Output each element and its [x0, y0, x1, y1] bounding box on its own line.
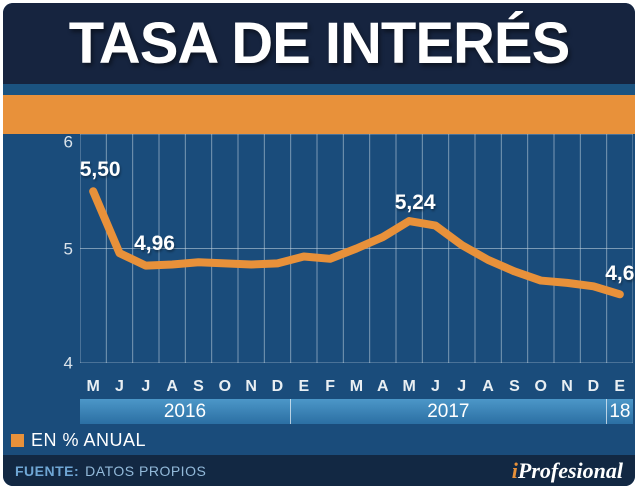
- y-tick-label: 6: [63, 132, 73, 152]
- source-value: DATOS PROPIOS: [85, 462, 207, 479]
- year-band: 2016 2017 18: [80, 399, 633, 424]
- month-label: O: [534, 378, 547, 395]
- month-label: M: [402, 378, 416, 395]
- year-band-segment: 18: [609, 401, 631, 422]
- brand-logo-rest: Profesional: [517, 457, 623, 483]
- footer: FUENTE: DATOS PROPIOS iProfesional: [3, 455, 635, 486]
- month-label: A: [166, 378, 178, 395]
- month-label: N: [245, 378, 257, 395]
- month-label: E: [298, 378, 310, 395]
- plot: [79, 133, 634, 364]
- source-label: FUENTE:: [15, 462, 80, 479]
- page-title: TASA DE INTERÉS: [68, 11, 571, 76]
- year-band-segment: 2016: [80, 399, 291, 424]
- year-band-segment: 2017: [291, 399, 607, 424]
- legend-swatch-icon: [11, 433, 24, 447]
- source-note: FUENTE: DATOS PROPIOS: [15, 463, 206, 479]
- y-axis-labels: 6 5 4: [39, 132, 73, 372]
- month-label: A: [482, 378, 494, 395]
- value-annotation: 4,6: [605, 262, 635, 286]
- month-label: A: [376, 378, 389, 395]
- month-label: F: [325, 378, 335, 395]
- value-annotation: 4,96: [134, 232, 175, 256]
- month-label: M: [86, 378, 100, 395]
- header: TASA DE INTERÉS: [3, 3, 635, 84]
- legend: EN % ANUAL: [11, 429, 146, 451]
- header-blue-divider: [3, 84, 635, 95]
- month-label: E: [614, 378, 626, 395]
- month-label: N: [561, 378, 573, 395]
- brand-logo-i: i: [511, 457, 518, 483]
- value-annotation: 5,24: [394, 191, 436, 215]
- month-label: M: [349, 378, 364, 395]
- month-label: S: [193, 378, 204, 395]
- month-label: J: [141, 378, 151, 395]
- month-label: J: [430, 378, 440, 395]
- rate-line: [89, 187, 624, 299]
- month-label: D: [587, 378, 600, 395]
- month-label: J: [115, 378, 124, 395]
- y-tick-label: 5: [63, 239, 73, 258]
- month-label: D: [271, 378, 284, 395]
- legend-label: EN % ANUAL: [31, 430, 147, 450]
- month-label: J: [457, 378, 467, 395]
- month-label: S: [509, 378, 520, 395]
- header-orange-band: [3, 95, 635, 134]
- month-label: O: [218, 378, 232, 395]
- value-annotation: 5,50: [79, 158, 121, 182]
- brand-logo: iProfesional: [512, 458, 623, 484]
- y-tick-label: 4: [63, 353, 73, 373]
